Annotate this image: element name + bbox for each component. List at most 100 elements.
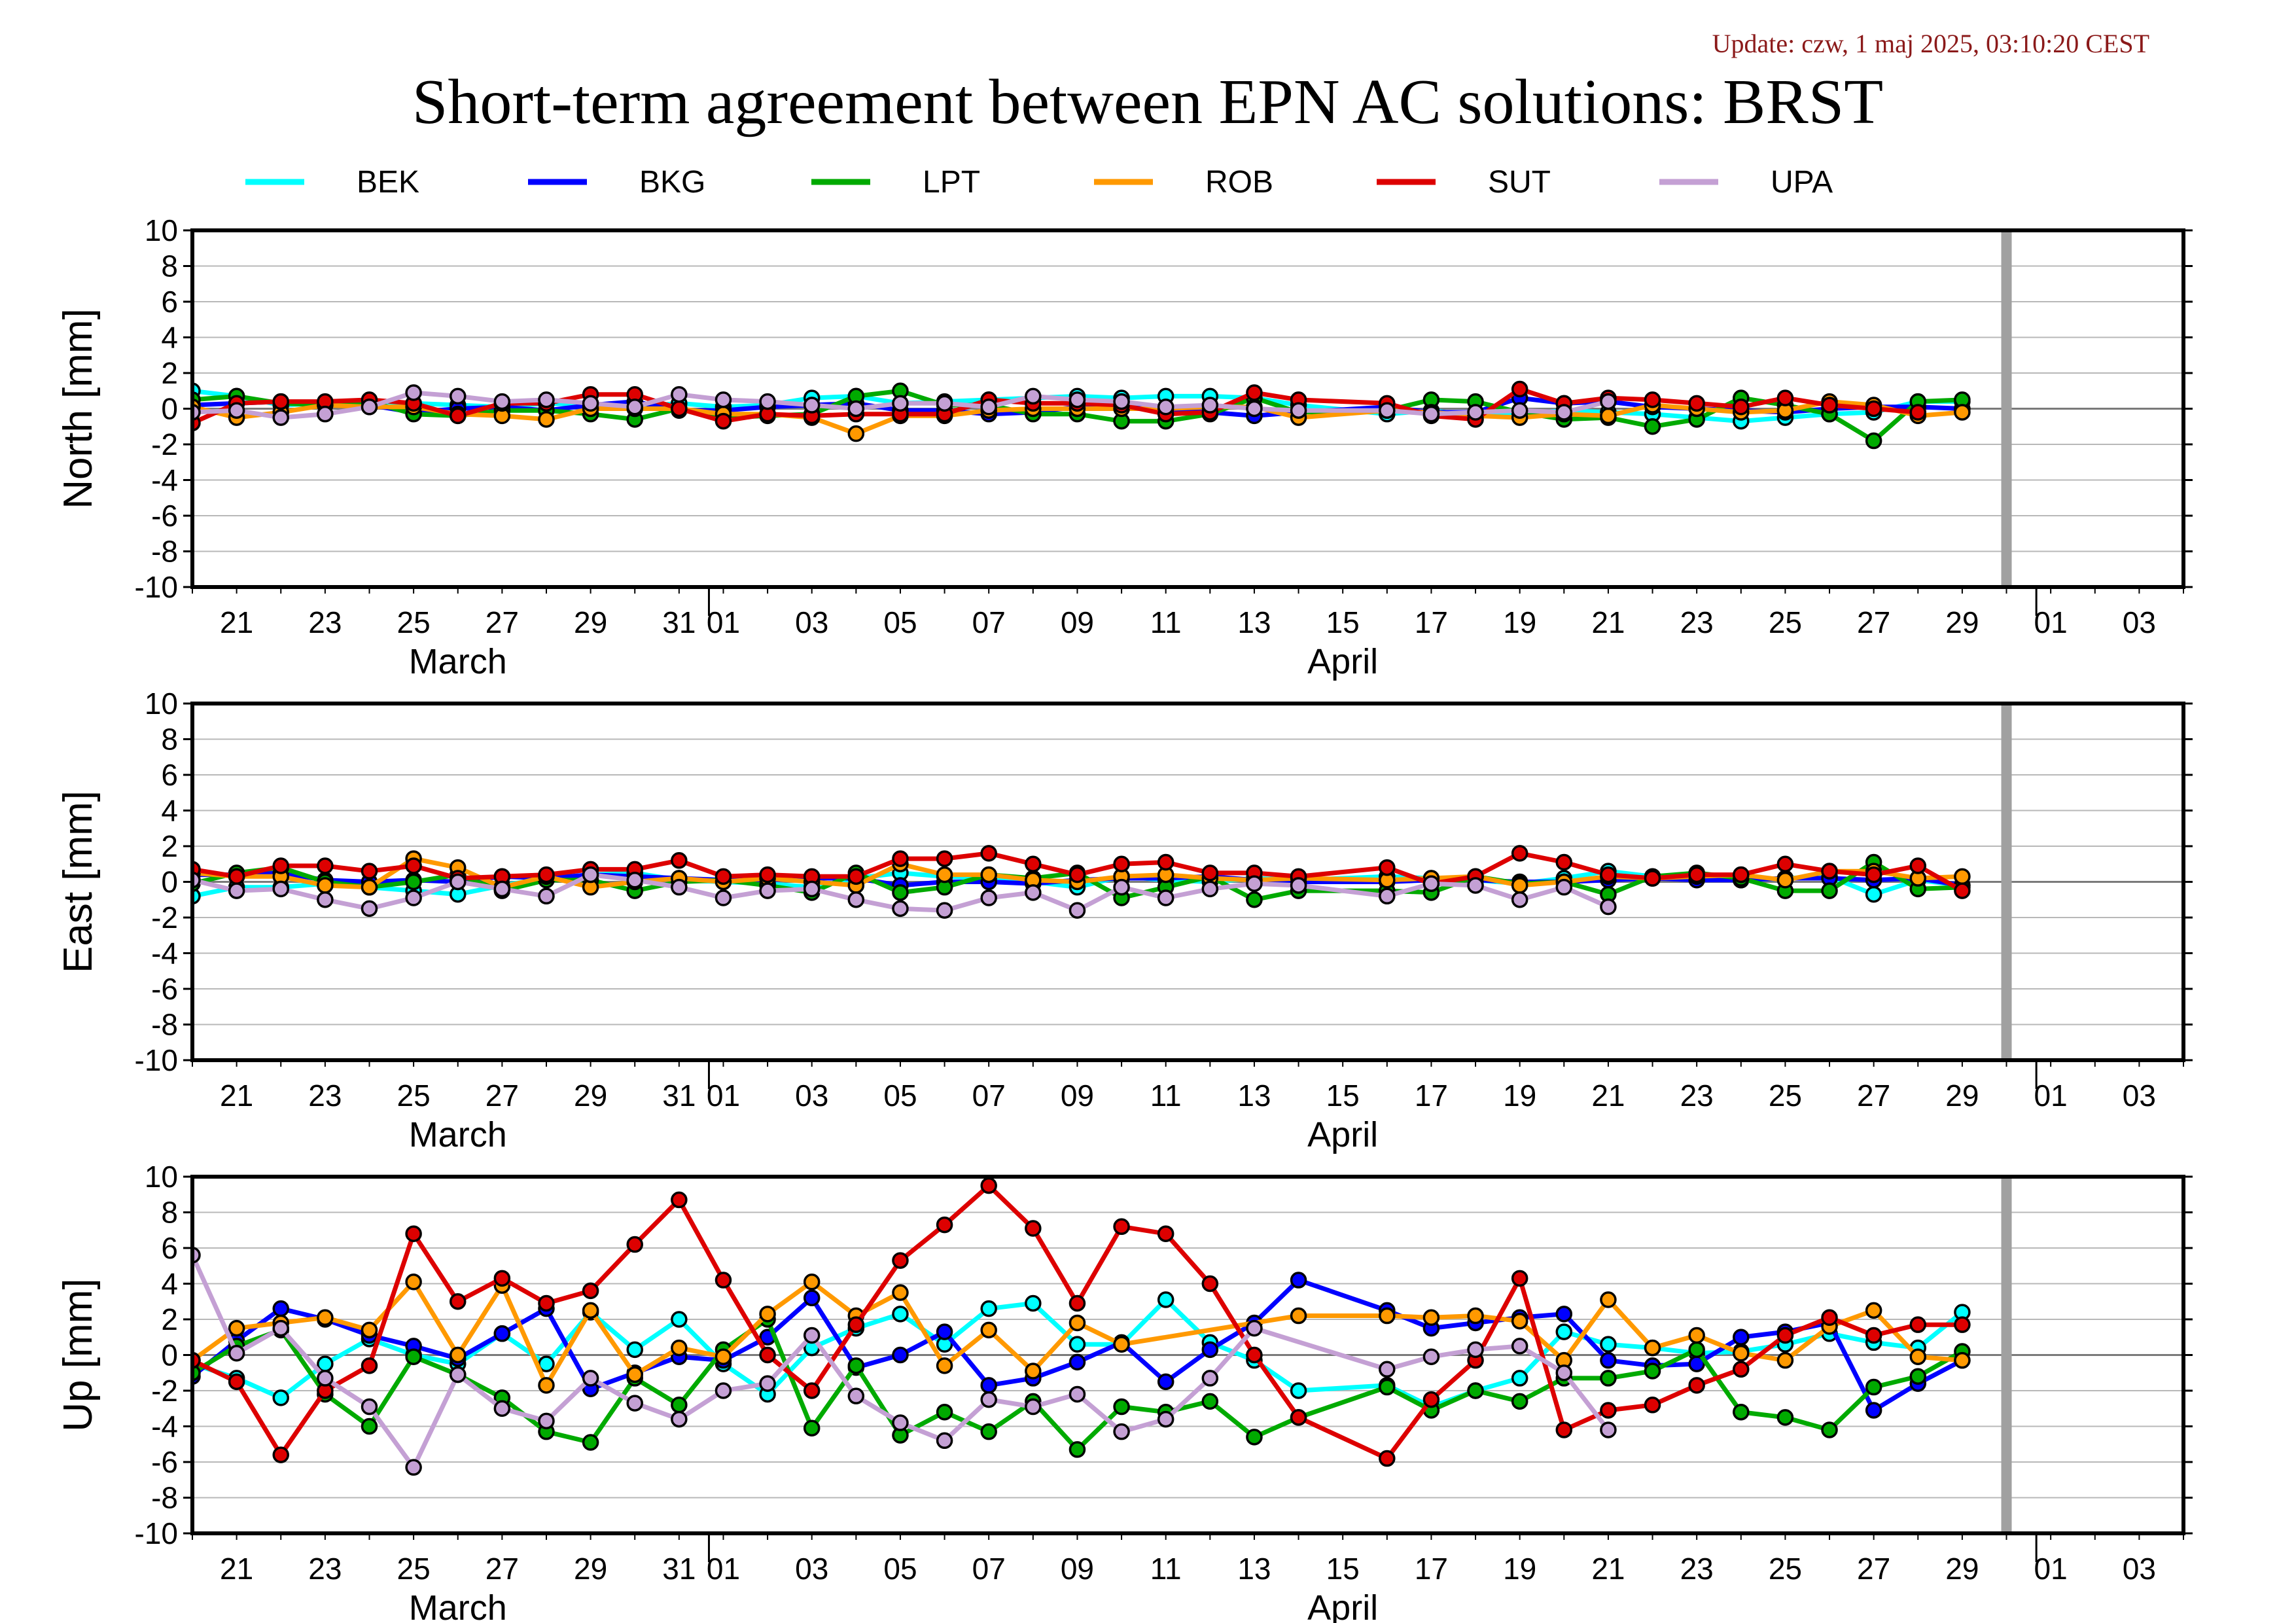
data-point-lpt <box>1644 418 1661 435</box>
data-point-rob <box>980 866 997 883</box>
data-point-upa <box>538 887 555 905</box>
data-point-bkg <box>980 1377 997 1394</box>
series-upa <box>192 866 1617 919</box>
data-point-sut <box>493 1270 511 1287</box>
data-point-rob <box>671 1339 688 1357</box>
x-tick-label: 19 <box>1503 1079 1536 1113</box>
legend-label-rob: ROB <box>1205 165 1273 200</box>
data-point-sut <box>671 852 688 869</box>
x-tick-label: 21 <box>220 1079 253 1113</box>
data-point-upa <box>317 891 334 908</box>
data-point-upa <box>449 387 467 405</box>
x-tick-label: 21 <box>1591 1552 1625 1586</box>
data-point-upa <box>1157 1410 1174 1428</box>
series-sut <box>192 1177 1971 1467</box>
data-point-upa <box>1246 400 1263 418</box>
data-point-sut <box>1733 1361 1750 1378</box>
x-tick-label: 23 <box>308 1552 342 1586</box>
data-point-upa <box>538 1412 555 1430</box>
x-tick-label: 13 <box>1237 1079 1271 1113</box>
data-point-lpt <box>1201 1393 1219 1410</box>
data-point-upa <box>582 1370 599 1387</box>
data-point-sut <box>1201 1275 1219 1293</box>
x-tick-label: 21 <box>1591 1079 1625 1113</box>
data-point-upa <box>1069 902 1086 919</box>
current-date-marker <box>2001 704 2012 1060</box>
data-point-lpt <box>1246 1429 1263 1446</box>
data-point-sut <box>1909 1316 1927 1333</box>
y-tick-label: -2 <box>151 427 178 461</box>
data-point-upa <box>980 889 997 906</box>
data-point-lpt <box>361 1418 378 1435</box>
data-point-sut <box>1555 1421 1573 1438</box>
data-point-lpt <box>1865 1378 1882 1396</box>
x-tick-label: 27 <box>1857 605 1890 639</box>
y-tick-label: -10 <box>135 570 178 604</box>
data-point-upa <box>1069 391 1086 408</box>
x-tick-label: 01 <box>2034 1552 2068 1586</box>
data-point-rob <box>317 1309 334 1327</box>
series-line-lpt <box>192 1317 1964 1452</box>
data-point-rob <box>980 1321 997 1339</box>
data-point-sut <box>1821 863 1838 880</box>
x-tick-label: 13 <box>1237 605 1271 639</box>
data-point-upa <box>538 391 555 408</box>
data-point-upa <box>1113 1423 1130 1440</box>
data-point-sut <box>1555 853 1573 871</box>
legend-label-bkg: BKG <box>639 165 705 200</box>
data-point-rob <box>317 877 334 894</box>
data-point-upa <box>361 399 378 416</box>
data-point-sut <box>361 1357 378 1374</box>
data-point-sut <box>1644 391 1661 408</box>
data-point-upa <box>671 385 688 403</box>
data-point-upa <box>1379 887 1396 905</box>
legend-label-upa: UPA <box>1771 165 1833 200</box>
data-point-sut <box>1821 1309 1838 1327</box>
x-tick-label: 25 <box>397 1079 431 1113</box>
data-point-upa <box>361 1398 378 1416</box>
data-point-rob <box>1511 1312 1528 1330</box>
data-point-sut <box>582 1282 599 1300</box>
data-point-sut <box>671 1191 688 1209</box>
y-axis-label: North [mm] <box>56 308 101 509</box>
data-point-upa <box>1555 404 1573 421</box>
data-point-bkg <box>1290 1272 1307 1289</box>
y-axis-label: Up [mm] <box>56 1278 101 1431</box>
data-point-rob <box>715 1348 732 1365</box>
y-tick-label: 10 <box>145 213 178 247</box>
data-point-sut <box>1776 855 1794 872</box>
data-point-upa <box>228 882 245 899</box>
x-tick-label: 21 <box>1591 605 1625 639</box>
y-tick-label: -4 <box>151 463 178 497</box>
data-point-bek <box>1290 1382 1307 1399</box>
data-point-upa <box>847 400 865 418</box>
y-tick-label: 10 <box>145 687 178 721</box>
data-point-rob <box>1688 1327 1705 1344</box>
x-tick-label: 23 <box>1680 1079 1714 1113</box>
data-point-upa <box>272 880 289 898</box>
data-point-sut <box>272 1446 289 1463</box>
data-point-rob <box>1069 1314 1086 1332</box>
series-line-rob <box>192 399 1963 437</box>
data-point-sut <box>892 1252 909 1269</box>
data-point-upa <box>1025 884 1042 901</box>
x-tick-label: 17 <box>1415 1552 1448 1586</box>
data-point-sut <box>1511 845 1528 862</box>
data-point-upa <box>936 902 953 919</box>
data-point-upa <box>1555 878 1573 896</box>
y-axis-label: East [mm] <box>56 791 101 973</box>
data-point-upa <box>1157 399 1174 416</box>
data-point-lpt <box>671 1397 688 1414</box>
data-point-lpt <box>803 1419 821 1436</box>
y-tick-label: -8 <box>151 1008 178 1042</box>
data-point-sut <box>449 407 467 425</box>
data-point-sut <box>228 868 245 885</box>
data-point-bkg <box>493 1325 511 1342</box>
x-tick-label: 01 <box>2034 605 2068 639</box>
data-point-sut <box>892 850 909 867</box>
x-tick-label: 15 <box>1326 1552 1360 1586</box>
data-point-upa <box>1201 1370 1219 1387</box>
panel-frame <box>190 228 2185 589</box>
x-tick-label: 29 <box>1945 1079 1979 1113</box>
